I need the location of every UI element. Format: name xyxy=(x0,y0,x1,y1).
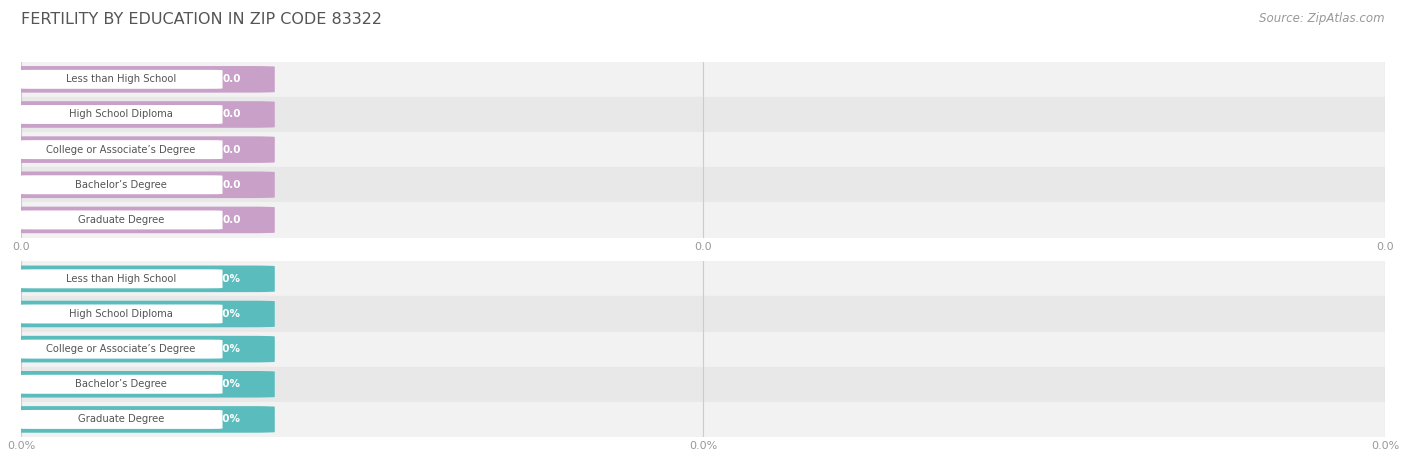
Text: 0.0: 0.0 xyxy=(222,144,240,155)
FancyBboxPatch shape xyxy=(0,136,274,163)
Bar xyxy=(21,132,1385,167)
Text: 0.0: 0.0 xyxy=(222,109,240,120)
Text: Less than High School: Less than High School xyxy=(66,74,176,85)
Bar xyxy=(21,296,1385,332)
Bar xyxy=(21,261,1385,296)
FancyBboxPatch shape xyxy=(20,269,222,288)
Text: 0.0%: 0.0% xyxy=(212,344,240,354)
FancyBboxPatch shape xyxy=(0,207,274,233)
FancyBboxPatch shape xyxy=(0,336,274,362)
Bar xyxy=(21,367,1385,402)
Bar xyxy=(21,62,1385,97)
FancyBboxPatch shape xyxy=(0,301,274,327)
FancyBboxPatch shape xyxy=(20,70,222,89)
FancyBboxPatch shape xyxy=(0,66,274,93)
Text: 0.0: 0.0 xyxy=(222,215,240,225)
Text: 0.0%: 0.0% xyxy=(212,414,240,425)
Text: High School Diploma: High School Diploma xyxy=(69,109,173,120)
FancyBboxPatch shape xyxy=(20,140,222,159)
FancyBboxPatch shape xyxy=(0,171,274,198)
Text: College or Associate’s Degree: College or Associate’s Degree xyxy=(46,344,195,354)
FancyBboxPatch shape xyxy=(20,340,222,359)
Text: 0.0%: 0.0% xyxy=(212,379,240,389)
Text: Bachelor’s Degree: Bachelor’s Degree xyxy=(75,379,167,389)
Text: Source: ZipAtlas.com: Source: ZipAtlas.com xyxy=(1260,12,1385,25)
FancyBboxPatch shape xyxy=(0,371,274,398)
Text: High School Diploma: High School Diploma xyxy=(69,309,173,319)
FancyBboxPatch shape xyxy=(0,101,274,128)
FancyBboxPatch shape xyxy=(20,304,222,323)
Text: 0.0: 0.0 xyxy=(222,74,240,85)
FancyBboxPatch shape xyxy=(20,375,222,394)
Text: 0.0: 0.0 xyxy=(222,180,240,190)
Text: Less than High School: Less than High School xyxy=(66,274,176,284)
Bar xyxy=(21,97,1385,132)
Text: 0.0%: 0.0% xyxy=(212,309,240,319)
Bar xyxy=(21,202,1385,238)
Text: College or Associate’s Degree: College or Associate’s Degree xyxy=(46,144,195,155)
FancyBboxPatch shape xyxy=(0,406,274,433)
FancyBboxPatch shape xyxy=(20,105,222,124)
FancyBboxPatch shape xyxy=(20,210,222,229)
FancyBboxPatch shape xyxy=(0,266,274,292)
Text: FERTILITY BY EDUCATION IN ZIP CODE 83322: FERTILITY BY EDUCATION IN ZIP CODE 83322 xyxy=(21,12,382,27)
Text: Graduate Degree: Graduate Degree xyxy=(77,215,165,225)
Bar xyxy=(21,332,1385,367)
Text: Bachelor’s Degree: Bachelor’s Degree xyxy=(75,180,167,190)
Text: Graduate Degree: Graduate Degree xyxy=(77,414,165,425)
FancyBboxPatch shape xyxy=(20,175,222,194)
Bar xyxy=(21,402,1385,437)
FancyBboxPatch shape xyxy=(20,410,222,429)
Text: 0.0%: 0.0% xyxy=(212,274,240,284)
Bar xyxy=(21,167,1385,202)
